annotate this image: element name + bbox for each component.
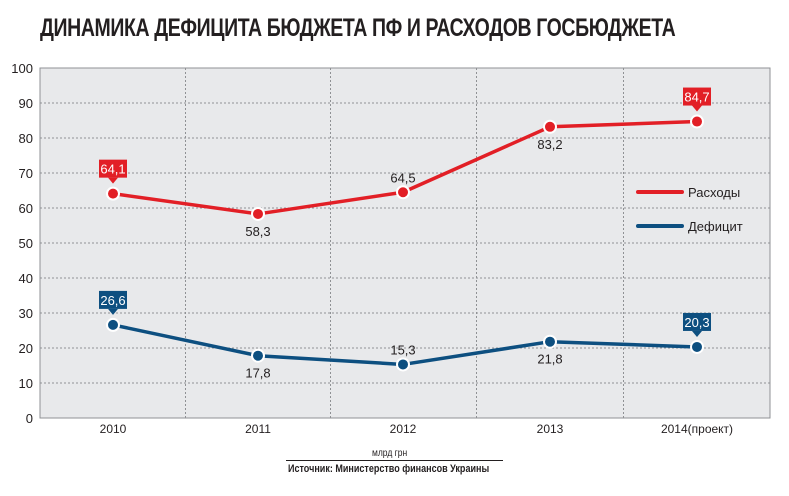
data-label: 58,3 — [245, 224, 270, 239]
x-tick-label: 2010 — [100, 422, 127, 436]
data-label-box — [99, 159, 127, 178]
chart-title: ДИНАМИКА ДЕФИЦИТА БЮДЖЕТА ПФ И РАСХОДОВ … — [40, 14, 676, 42]
data-point — [396, 185, 410, 200]
y-tick-label: 0 — [26, 411, 33, 426]
data-label: 20,3 — [684, 315, 709, 330]
y-tick-label: 40 — [19, 271, 33, 286]
y-tick-label: 10 — [19, 376, 33, 391]
source-note: Источник: Министерство финансов Украины — [288, 463, 490, 475]
data-label: 26,6 — [100, 293, 125, 308]
data-label: 21,8 — [537, 352, 562, 367]
data-point — [396, 357, 410, 372]
data-label: 17,8 — [245, 366, 270, 381]
legend-label: Расходы — [688, 185, 740, 200]
grid-lines — [40, 102, 770, 384]
data-label: 83,2 — [537, 137, 562, 152]
data-label-box — [99, 290, 127, 309]
unit-label: млрд грн — [372, 448, 408, 459]
legend: Расходы Дефицит — [636, 185, 743, 234]
data-point — [543, 119, 557, 134]
data-label-pointer — [692, 330, 702, 337]
y-tick-label: 20 — [19, 341, 33, 356]
data-label: 64,1 — [100, 162, 125, 177]
x-tick-label: 2011 — [245, 422, 271, 436]
y-tick-label: 70 — [19, 166, 33, 181]
data-label: 64,5 — [390, 170, 415, 185]
data-label-pointer — [108, 177, 118, 184]
data-point — [251, 348, 265, 363]
data-point — [690, 114, 704, 129]
data-point — [251, 206, 265, 221]
data-label-pointer — [108, 308, 118, 315]
y-tick-label: 30 — [19, 306, 33, 321]
data-label: 15,3 — [390, 342, 415, 357]
x-tick-label: 2014(проект) — [661, 422, 733, 436]
y-tick-label: 80 — [19, 131, 33, 146]
data-label: 84,7 — [684, 90, 709, 105]
data-point — [106, 186, 120, 201]
y-tick-label: 100 — [11, 61, 33, 76]
y-tick-label: 90 — [19, 96, 33, 111]
legend-label: Дефицит — [688, 219, 743, 234]
y-tick-label: 50 — [19, 236, 33, 251]
x-tick-label: 2012 — [390, 422, 417, 436]
source-divider — [286, 460, 503, 461]
data-point — [543, 334, 557, 349]
series-group: 64,1 58,3 64,5 83,2 84,7 26,6 17,8 15,3 21,8 20,3 — [99, 87, 711, 381]
x-tick-label: 2013 — [537, 422, 564, 436]
data-label-pointer — [692, 105, 702, 112]
data-point — [106, 317, 120, 332]
data-label-box — [683, 87, 711, 106]
data-label-box — [683, 312, 711, 331]
y-tick-label: 60 — [19, 201, 33, 216]
data-point — [690, 339, 704, 354]
x-axis-ticks: 2010 2011 2012 2013 2014(проект) — [100, 422, 733, 436]
y-axis-ticks: 0 10 20 30 40 50 60 70 80 90 100 — [11, 61, 33, 426]
